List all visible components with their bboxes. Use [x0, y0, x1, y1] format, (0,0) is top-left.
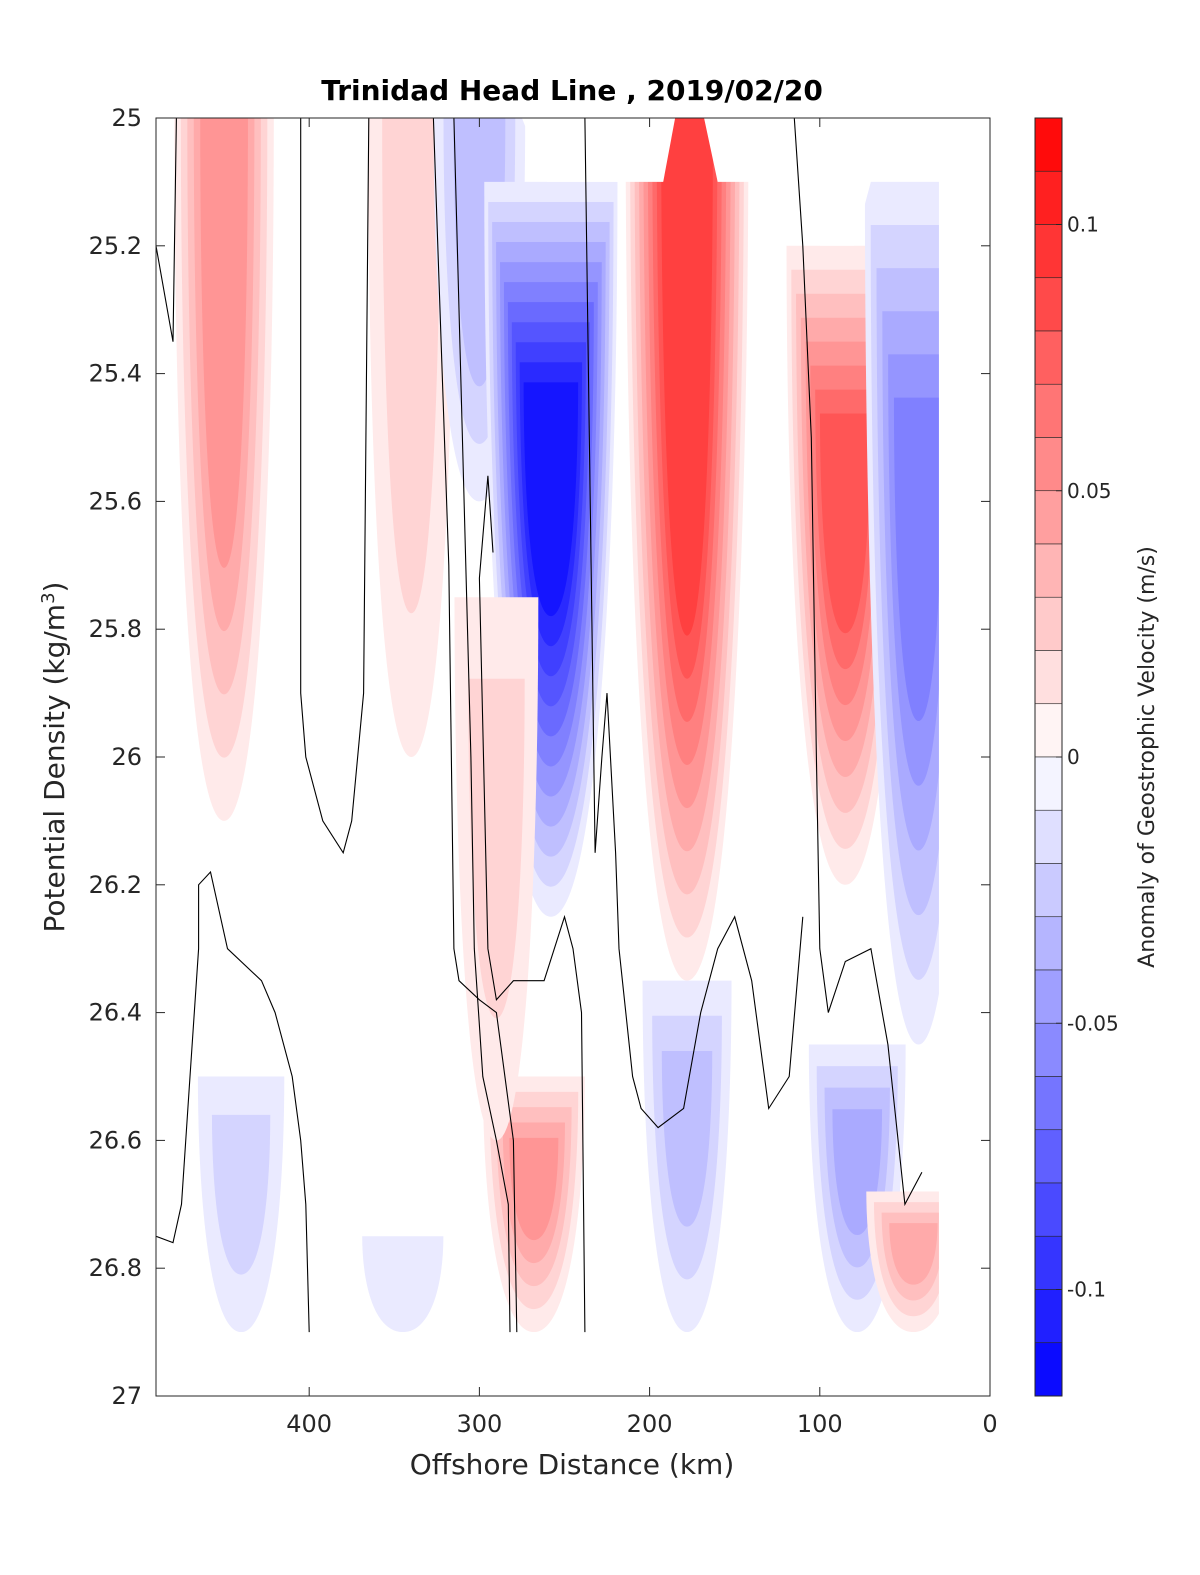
y-axis-label-superscript: 3 [38, 592, 59, 603]
y-tick-label: 26.4 [89, 999, 142, 1027]
colorbar-band [1034, 170, 1063, 225]
colorbar-tick-label: 0.05 [1067, 479, 1112, 503]
y-tick-label: 26.2 [89, 871, 142, 899]
field-level [893, 397, 944, 722]
field-feature [866, 1191, 961, 1333]
x-axis: 400 300 200 100 0 [286, 118, 998, 1438]
zero-contour-line [156, 870, 310, 1333]
zero-contour-lines [156, 118, 923, 1333]
colorbar: 0.1 0.05 0 -0.05 -0.1 Anomaly of Geostrophic… [1034, 117, 1160, 1397]
colorbar-band [1034, 1289, 1063, 1344]
y-tick-label: 25.2 [89, 232, 142, 260]
mask-top-notch [521, 118, 676, 182]
field-level [362, 1236, 444, 1333]
zero-contour-line [584, 118, 804, 1129]
x-tick-label: 0 [982, 1410, 997, 1438]
colorbar-band [1034, 383, 1063, 438]
y-tick-label: 25.6 [89, 487, 142, 515]
colorbar-tick-label: -0.05 [1067, 1011, 1119, 1035]
field-feature [174, 118, 274, 821]
y-tick-label: 27 [111, 1382, 142, 1410]
colorbar-band [1034, 916, 1063, 971]
x-tick-label: 400 [286, 1410, 332, 1438]
chart-title: Trinidad Head Line , 2019/02/20 [321, 74, 823, 107]
no-data-mask [156, 118, 990, 1396]
colorbar-band [1034, 1129, 1063, 1184]
mask-top-notch [704, 118, 888, 246]
field-feature [454, 597, 539, 1141]
field-level [468, 678, 525, 1019]
field-level [509, 1137, 559, 1241]
plot-area: 400 300 200 100 0 25 25.2 25.4 25.6 25.8 26 26.2 26… [89, 104, 998, 1438]
colorbar-band [1034, 543, 1063, 598]
colorbar-band [1034, 277, 1063, 332]
field-level [200, 118, 248, 568]
colorbar-tick-label: 0 [1067, 745, 1080, 769]
y-axis: 25 25.2 25.4 25.6 25.8 26 26.2 26.4 26.6 26.8 27 [89, 104, 990, 1410]
colorbar-band [1034, 117, 1063, 172]
x-axis-label: Offshore Distance (km) [410, 1448, 735, 1481]
field-feature [362, 1236, 444, 1333]
field-feature [642, 980, 732, 1333]
colorbar-ticks: 0.1 0.05 0 -0.05 -0.1 [1056, 213, 1119, 1302]
y-axis-label: Potential Density (kg/m3) [38, 582, 72, 933]
zero-contour-line [453, 118, 511, 1333]
field-level [382, 118, 441, 614]
x-tick-label: 300 [456, 1410, 502, 1438]
colorbar-band [1034, 809, 1063, 864]
x-tick-label: 200 [627, 1410, 673, 1438]
colorbar-band [1034, 756, 1063, 811]
field-level [523, 382, 579, 617]
colorbar-band [1034, 437, 1063, 492]
field-level [661, 1050, 713, 1227]
field-feature [625, 118, 749, 981]
field-level [889, 1223, 938, 1285]
zero-contour-line [432, 118, 518, 1333]
colorbar-label: Anomaly of Geostrophic Velocity (m/s) [1135, 546, 1160, 968]
colorbar-band [1034, 703, 1063, 758]
y-tick-label: 25.8 [89, 615, 142, 643]
colorbar-tick-label: -0.1 [1067, 1278, 1106, 1302]
x-tick-label: 100 [797, 1410, 843, 1438]
zero-contour-line [478, 475, 586, 1333]
colorbar-tick-label: 0.1 [1067, 213, 1099, 237]
field-level [819, 413, 871, 634]
colorbar-band [1034, 490, 1063, 545]
colorbar-band [1034, 1022, 1063, 1077]
colorbar-band [1034, 650, 1063, 705]
y-tick-label: 26.6 [89, 1126, 142, 1154]
y-tick-label: 26.8 [89, 1254, 142, 1282]
y-tick-label: 26 [111, 743, 142, 771]
zero-contour-line [300, 118, 370, 855]
colorbar-band [1034, 1182, 1063, 1237]
zero-contour-line [156, 118, 177, 342]
colorbar-band [1034, 969, 1063, 1024]
field-level [211, 1114, 271, 1275]
field-feature [197, 1076, 285, 1333]
y-axis-label-close: ) [38, 582, 71, 593]
field-feature [368, 118, 455, 757]
colorbar-band [1034, 1076, 1063, 1131]
colorbar-band [1034, 1235, 1063, 1290]
colorbar-band [1034, 224, 1063, 279]
y-tick-label: 25 [111, 104, 142, 132]
colorbar-band [1034, 330, 1063, 385]
mask-bottom-band [156, 1332, 990, 1396]
colorbar-band [1034, 863, 1063, 918]
zero-contour-line [793, 118, 923, 1207]
y-axis-label-main: Potential Density (kg/m [38, 604, 71, 933]
colorbar-band [1034, 1342, 1063, 1397]
colorbar-band [1034, 596, 1063, 651]
field-level [661, 118, 713, 636]
y-tick-label: 25.4 [89, 360, 142, 388]
